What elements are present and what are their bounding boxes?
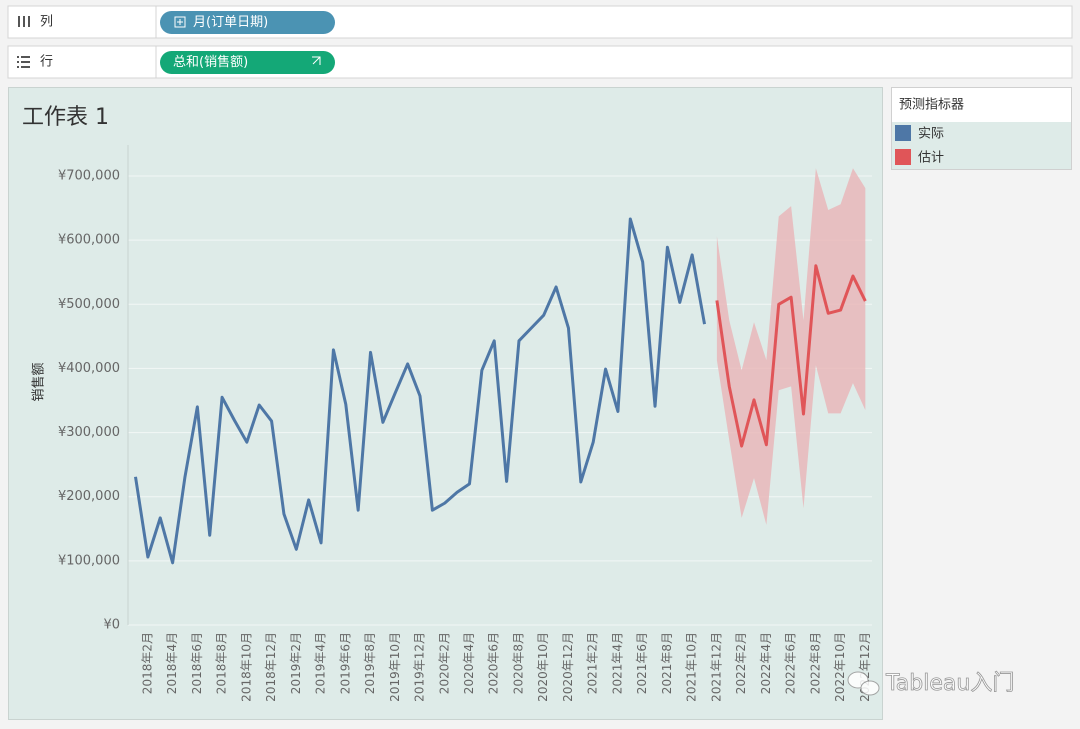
legend-label: 估计 [918,151,944,166]
x-tick-label: 2018年10月 [239,632,253,702]
y-tick-label: ¥700,000 [58,169,120,184]
pill-icon [312,56,321,65]
x-tick-label: 2021年8月 [660,632,674,694]
legend-header [892,88,1071,122]
dimension-pill[interactable] [160,11,335,34]
x-tick-label: 2019年4月 [314,632,328,694]
y-tick-label: ¥300,000 [58,425,120,440]
shelf-label: 列 [40,15,53,30]
y-tick-label: ¥500,000 [58,297,120,312]
x-tick-label: 2018年8月 [215,632,229,694]
y-tick-label: ¥200,000 [58,489,120,504]
x-tick-label: 2020年10月 [536,632,550,702]
x-tick-label: 2022年2月 [734,632,748,694]
x-tick-label: 2019年8月 [363,632,377,694]
watermark-text: Tableau入门 [885,671,1014,696]
x-tick-label: 2022年8月 [808,632,822,694]
legend-swatch [895,125,911,141]
sheet-title: 工作表 1 [22,105,109,130]
legend-label: 实际 [918,127,944,142]
pill-icon [177,19,183,25]
x-tick-label: 2018年4月 [165,632,179,694]
forecast-band [716,168,866,525]
pill-label: 总和(销售额) [173,54,248,70]
x-tick-label: 2021年2月 [586,632,600,694]
x-tick-label: 2019年2月 [289,632,303,694]
x-tick-label: 2021年4月 [610,632,624,694]
y-tick-label: ¥0 [103,618,120,633]
y-tick-label: ¥600,000 [58,233,120,248]
x-tick-label: 2019年6月 [338,632,352,694]
x-tick-label: 2018年2月 [140,632,154,694]
shelf-label: 行 [40,55,53,70]
plot: ¥0 ¥100,000 ¥200,000 ¥300,000 ¥400,000 ¥500,0… [58,145,872,702]
legend-swatch [895,149,911,165]
columns-icon [18,16,30,27]
x-tick-label: 2022年4月 [759,632,773,694]
x-tick-label: 2020年4月 [462,632,476,694]
watermark: Tableau入门 [847,671,1015,696]
rows-icon [17,56,30,68]
x-tick-label: 2021年12月 [709,632,723,702]
pill-label: 月(订单日期) [193,15,268,30]
y-tick-label: ¥100,000 [58,553,120,568]
series-line [134,217,706,565]
measure-pill[interactable] [160,51,335,74]
x-tick-label: 2020年2月 [437,632,451,694]
y-axis-title: 销售额 [31,362,47,401]
y-tick-label: ¥400,000 [58,361,120,376]
x-tick-label: 2020年8月 [511,632,525,694]
pill-icon [174,16,186,28]
x-tick-label: 2021年6月 [635,632,649,694]
x-tick-label: 2020年12月 [561,632,575,702]
x-tick-label: 2022年6月 [784,632,798,694]
legend-title: 预测指标器 [899,98,964,113]
series-line [715,264,867,448]
x-tick-label: 2021年10月 [685,632,699,702]
x-tick-label: 2018年12月 [264,632,278,702]
x-tick-label: 2022年10月 [833,632,847,702]
x-tick-label: 2020年6月 [487,632,501,694]
x-tick-label: 2018年6月 [190,632,204,694]
x-tick-label: 2019年12月 [413,632,427,702]
x-tick-label: 2019年10月 [388,632,402,702]
